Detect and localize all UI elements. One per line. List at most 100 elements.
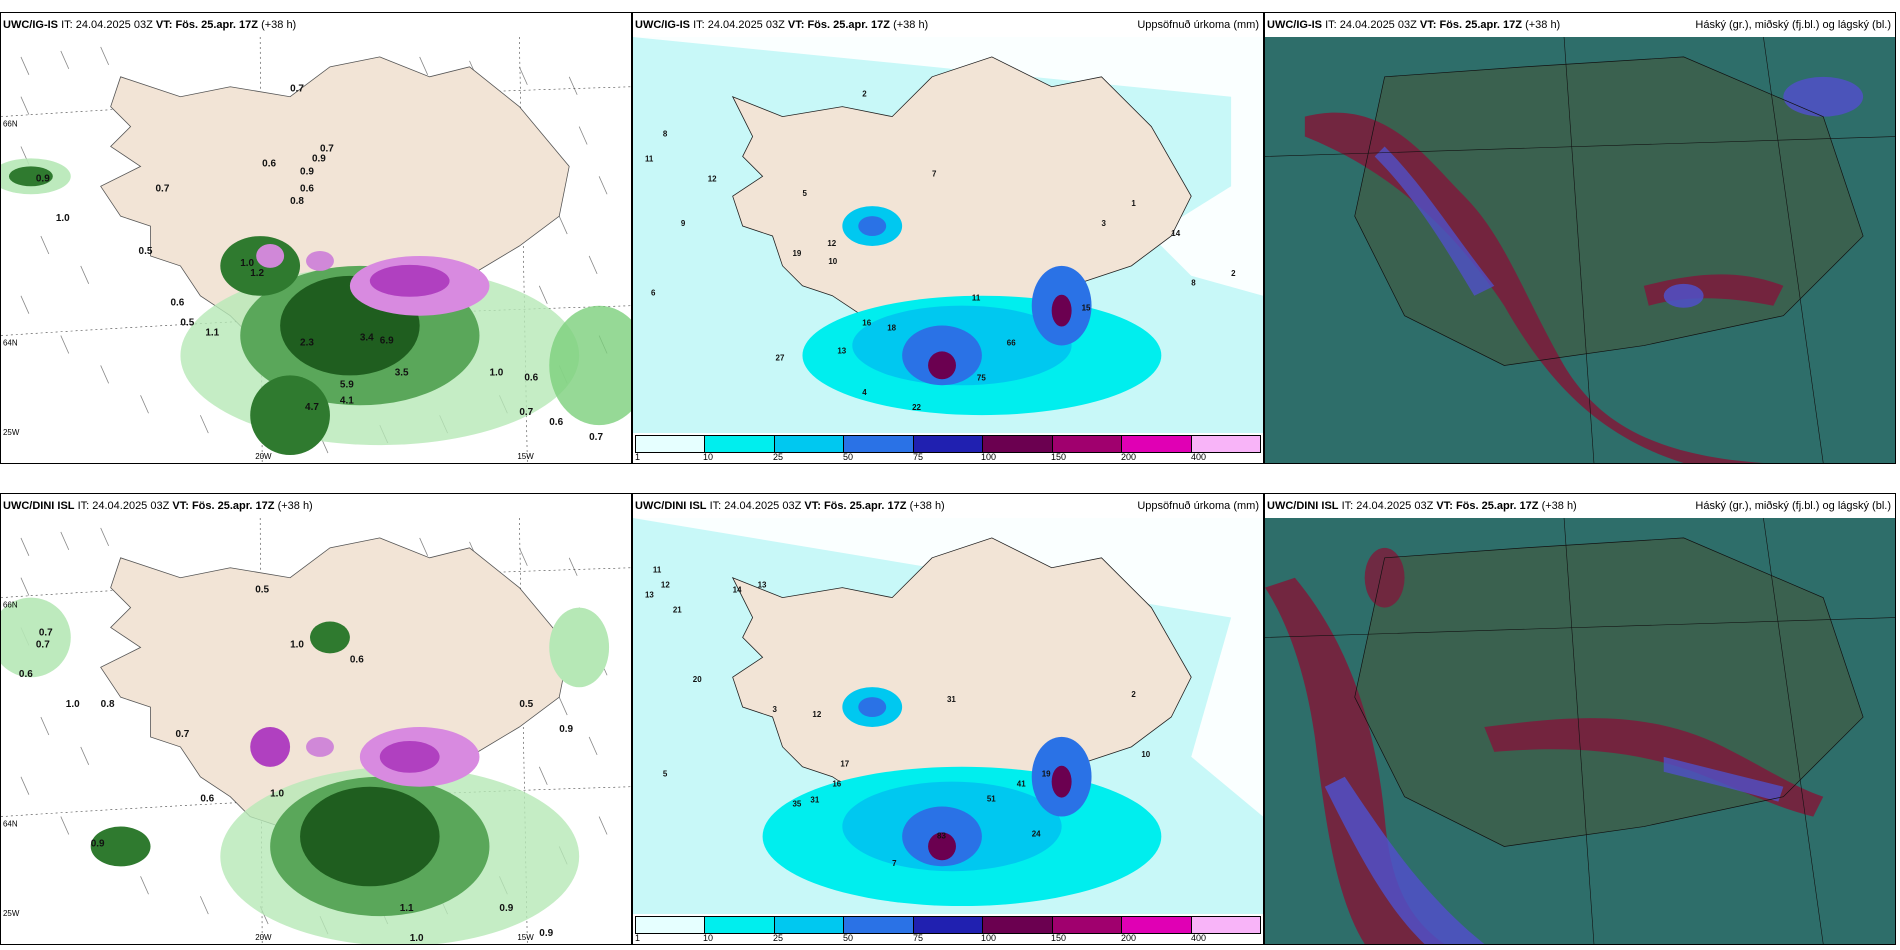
- label: 5: [663, 770, 668, 779]
- graticule: [1265, 518, 1895, 944]
- panel-header: UWC/DINI ISL IT: 24.04.2025 03Z VT: Fös.…: [1265, 494, 1895, 518]
- it-label: IT:: [1325, 19, 1337, 31]
- label: 11: [972, 294, 981, 303]
- swatch-100: [983, 917, 1053, 933]
- map-svg: [1265, 37, 1895, 463]
- label: 8: [663, 130, 668, 139]
- label: 20: [693, 675, 702, 684]
- lon-20w: 20W: [255, 933, 272, 942]
- label: 10: [1141, 750, 1150, 759]
- label: 3.4: [360, 333, 374, 344]
- cb-label: 25: [773, 452, 784, 462]
- swatch-200: [1122, 917, 1192, 933]
- label: 3.5: [395, 367, 409, 378]
- vt-label: VT:: [804, 500, 821, 512]
- cb-label: 150: [1051, 452, 1067, 462]
- precip-shading: [762, 687, 1162, 907]
- vt-value: Fös. 25.apr. 17Z: [175, 19, 258, 31]
- swatch-400: [1191, 436, 1260, 452]
- map-area: [1265, 518, 1895, 944]
- lat-66n: 66N: [3, 120, 18, 129]
- panel-dini-clouds: UWC/DINI ISL IT: 24.04.2025 03Z VT: Fös.…: [1264, 493, 1896, 945]
- cb-label: 1: [635, 933, 641, 943]
- vt-value: Fös. 25.apr. 17Z: [191, 500, 275, 512]
- label: 19: [1042, 770, 1051, 779]
- cb-label: 100: [981, 452, 997, 462]
- model-name: UWC/DINI ISL: [3, 500, 75, 512]
- vt-value: Fös. 25.apr. 17Z: [807, 19, 890, 31]
- model-name: UWC/IG-IS: [3, 19, 58, 31]
- label: 12: [812, 710, 821, 719]
- cb-label: 1: [635, 452, 641, 462]
- swatch-75: [913, 436, 984, 452]
- vt-label: VT:: [1436, 500, 1453, 512]
- label: 0.7: [589, 432, 603, 443]
- vt-label: VT:: [787, 19, 805, 31]
- swatch-150: [1052, 917, 1123, 933]
- it-label: IT:: [61, 19, 73, 31]
- swatch-10: [705, 436, 775, 452]
- label: 7: [932, 169, 937, 178]
- colorbar-swatches: [635, 916, 1261, 934]
- label: 0.7: [39, 627, 53, 638]
- label: 6: [651, 289, 656, 298]
- cb-label: 400: [1191, 452, 1207, 462]
- axis-ticks: 20W 15W 66N 64N 25W: [3, 601, 534, 942]
- label: 0.5: [255, 585, 269, 596]
- cb-label: 75: [913, 933, 924, 943]
- precip-colorbar: 1 10 25 50 75 100 150 200 400: [633, 433, 1263, 463]
- label: 0.7: [320, 143, 334, 154]
- label: 16: [832, 780, 841, 789]
- it-value: 24.04.2025 03Z: [724, 500, 802, 512]
- vt-label: VT:: [172, 500, 189, 512]
- vt-value: Fös. 25.apr. 17Z: [1455, 500, 1539, 512]
- swatch-10: [705, 917, 775, 933]
- iceland-outline: [1354, 537, 1864, 847]
- lon-15w: 15W: [517, 452, 534, 461]
- label: 2.3: [300, 338, 314, 349]
- label: 0.6: [19, 669, 33, 680]
- cb-label: 75: [913, 452, 924, 462]
- label: 35: [792, 800, 801, 809]
- panel-header: UWC/DINI ISL IT: 24.04.2025 03Z VT: Fös.…: [633, 494, 1263, 518]
- it-label: IT:: [1341, 500, 1354, 512]
- panel-header: UWC/IG-IS IT: 24.04.2025 03Z VT: Fös. 25…: [633, 13, 1263, 37]
- colorbar-labels: 1 10 25 50 75 100 150 200 400: [633, 933, 1263, 943]
- label: 0.7: [156, 183, 170, 194]
- map-area: 0.5 0.7 0.6 1.0 0.8 0.7 1.0 0.6 0.9 0.6 …: [1, 518, 631, 944]
- map-area: 2 8 11 12 6 9 5 7 16 19 12 10 27 13 4 22…: [633, 37, 1263, 433]
- label: 1.2: [250, 268, 264, 279]
- label: 13: [837, 346, 846, 355]
- it-label: IT:: [77, 500, 90, 512]
- label: 4.7: [305, 402, 319, 413]
- label: 13: [758, 581, 767, 590]
- label: 41: [1017, 780, 1026, 789]
- label: 13: [645, 591, 654, 600]
- label: 14: [1171, 229, 1180, 238]
- label: 31: [947, 695, 956, 704]
- label: 5.9: [340, 379, 354, 390]
- it-value: 24.04.2025 03Z: [1356, 500, 1434, 512]
- map-svg: 0.5 0.7 0.6 1.0 0.8 0.7 1.0 0.6 0.9 0.6 …: [1, 518, 631, 944]
- label: 1.0: [410, 933, 424, 944]
- swatch-400: [1191, 917, 1260, 933]
- swatch-1: [636, 917, 706, 933]
- precip-shading: [1, 597, 610, 944]
- label: 1.0: [270, 789, 284, 800]
- swatch-1: [636, 436, 706, 452]
- label: 0.8: [101, 699, 115, 710]
- label: 0.5: [519, 699, 533, 710]
- it-label: IT:: [693, 19, 705, 31]
- label: 1.0: [240, 258, 254, 269]
- panel-ig-wind-precip: UWC/IG-IS IT: 24.04.2025 03Z VT: Fös. 25…: [0, 12, 632, 464]
- label: 0.9: [300, 166, 314, 177]
- label: 1.0: [489, 367, 503, 378]
- label: 0.9: [539, 928, 553, 939]
- lead-time: (+38 h): [1541, 500, 1577, 512]
- it-value: 24.04.2025 03Z: [707, 19, 785, 31]
- label: 0.7: [290, 84, 304, 95]
- map-area: 13 11 12 21 14 13 20 5 35 31 16 17 12 83…: [633, 518, 1263, 914]
- label: 1.0: [66, 699, 80, 710]
- vt-label: VT:: [1419, 19, 1437, 31]
- label: 9: [681, 219, 686, 228]
